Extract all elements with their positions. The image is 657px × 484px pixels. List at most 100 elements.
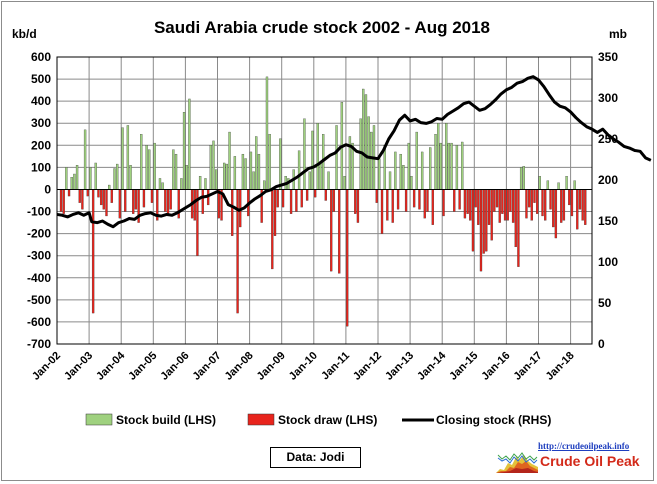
stock-draw-bar: [99, 189, 103, 206]
stock-build-bar: [182, 112, 186, 190]
stock-draw-bar: [549, 189, 552, 210]
legend-label: Stock draw (LHS): [278, 413, 377, 427]
stock-build-bar: [252, 171, 255, 190]
stock-build-bar: [410, 176, 413, 190]
stock-draw-bar: [490, 189, 493, 241]
stock-draw-bar: [332, 189, 336, 212]
stock-draw-bar: [193, 189, 196, 221]
stock-draw-bar: [276, 189, 279, 208]
x-tick-label: Jan-02: [30, 350, 63, 383]
x-tick-label: Jan-15: [447, 350, 480, 383]
x-tick-label: Jan-14: [415, 349, 449, 383]
stock-draw-bar: [511, 189, 515, 223]
stock-draw-bar: [527, 189, 531, 208]
stock-build-bar: [126, 125, 130, 190]
stock-draw-bar: [110, 189, 113, 203]
stock-draw-bar: [466, 189, 469, 214]
stock-build-bar: [161, 182, 164, 190]
stock-build-bar: [399, 153, 402, 190]
stock-build-bar: [75, 165, 79, 190]
stock-draw-bar: [576, 189, 579, 230]
stock-draw-bar: [166, 189, 170, 217]
left-tick-label: -200: [27, 227, 51, 241]
stock-draw-bar: [463, 189, 467, 219]
left-axis-unit: kb/d: [12, 27, 37, 41]
stock-build-bar: [362, 88, 365, 190]
stock-build-bar: [455, 145, 459, 190]
left-tick-label: -300: [27, 249, 51, 263]
line-series: [56, 75, 652, 229]
stock-draw-bar: [396, 189, 400, 210]
stock-build-bar: [378, 158, 381, 190]
left-tick-label: 100: [31, 160, 51, 174]
stock-draw-bar: [501, 189, 504, 214]
right-tick-label: 200: [598, 173, 618, 187]
stock-draw-bar: [289, 189, 293, 214]
stock-build-bar: [212, 140, 215, 190]
stock-draw-bar: [495, 189, 499, 208]
right-tick-label: 300: [598, 91, 618, 105]
stock-build-bar: [140, 134, 143, 190]
stock-build-bar: [204, 178, 207, 190]
stock-build-bar: [370, 131, 373, 190]
stock-draw-bar: [324, 189, 327, 201]
stock-build-bar: [303, 118, 306, 190]
stock-draw-bar: [506, 189, 509, 221]
stock-draw-bar: [118, 189, 122, 219]
chart-title: Saudi Arabia crude stock 2002 - Aug 2018: [154, 18, 490, 37]
stock-build-bar: [148, 149, 151, 190]
stock-draw-bar: [271, 189, 274, 270]
stock-build-bar: [319, 162, 322, 190]
source-note: Data: Jodi: [270, 447, 361, 468]
brand-url[interactable]: http://crudeoilpeak.info: [538, 441, 630, 451]
stock-draw-bar: [391, 189, 394, 223]
x-tick-label: Jan-08: [223, 350, 256, 383]
stock-draw-bar: [552, 189, 555, 228]
stock-build-bar: [228, 131, 231, 190]
stock-draw-bar: [570, 189, 574, 217]
stock-draw-bar: [300, 189, 303, 208]
stock-build-bar: [108, 184, 111, 190]
x-tick-label: Jan-18: [544, 350, 577, 383]
stock-draw-bar: [78, 189, 81, 203]
stock-build-bar: [153, 142, 156, 190]
stock-draw-bar: [471, 189, 475, 252]
stock-draw-bar: [426, 189, 429, 212]
stock-build-bar: [308, 171, 311, 190]
stock-draw-bar: [201, 189, 204, 214]
left-tick-label: -400: [27, 271, 51, 285]
stock-build-bar: [209, 145, 212, 190]
stock-draw-bar: [487, 189, 491, 225]
stock-draw-bar: [102, 189, 105, 210]
right-axis-ticks: 350 300 250 200 150 100 50 0: [598, 50, 618, 351]
stock-build-bar: [241, 153, 245, 190]
x-tick-label: Jan-13: [383, 350, 416, 383]
stock-draw-bar: [503, 189, 507, 221]
brand-name: Crude Oil Peak: [540, 453, 640, 469]
stock-draw-bar: [59, 189, 63, 212]
stock-build-bar: [447, 142, 451, 190]
stock-build-bar: [407, 142, 410, 190]
stock-build-bar: [263, 180, 266, 190]
x-tick-label: Jan-05: [126, 350, 159, 383]
stock-draw-bar: [530, 189, 533, 221]
oil-peak-icon: [496, 451, 538, 473]
stock-draw-bar: [346, 189, 349, 327]
stock-draw-bar: [91, 189, 95, 314]
stock-build-bar: [445, 123, 448, 190]
stock-build-bar: [565, 176, 568, 190]
stock-build-bar: [233, 156, 237, 190]
stock-build-bar: [519, 167, 523, 190]
stock-build-bar: [316, 123, 319, 190]
stock-draw-bar: [338, 189, 341, 274]
left-tick-label: -600: [27, 315, 51, 329]
plot-area: [56, 56, 593, 345]
legend-swatch: [247, 413, 275, 426]
left-tick-label: 200: [31, 138, 51, 152]
stock-build-bar: [268, 134, 271, 190]
brand-logo[interactable]: http://crudeoilpeak.info Crude Oil Peak: [496, 441, 646, 475]
stock-build-bar: [116, 163, 119, 190]
stock-draw-bar: [453, 189, 456, 212]
stock-build-bar: [420, 151, 424, 190]
